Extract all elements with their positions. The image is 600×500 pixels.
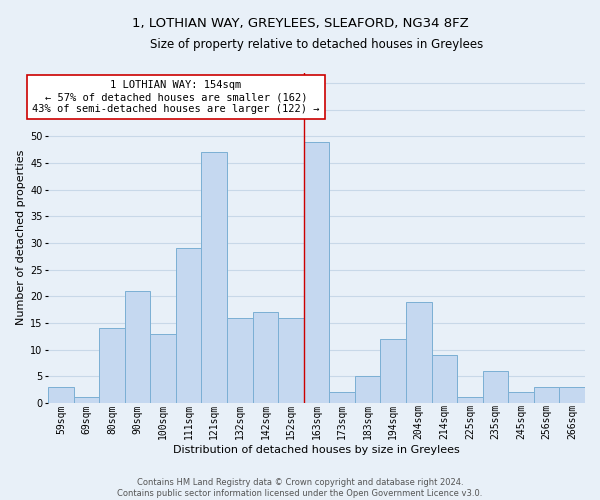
Title: Size of property relative to detached houses in Greylees: Size of property relative to detached ho…	[150, 38, 483, 51]
Bar	[483, 371, 508, 403]
Bar	[151, 334, 176, 403]
X-axis label: Distribution of detached houses by size in Greylees: Distribution of detached houses by size …	[173, 445, 460, 455]
Bar	[227, 318, 253, 403]
Bar	[125, 291, 151, 403]
Bar	[457, 398, 483, 403]
Bar	[380, 339, 406, 403]
Bar	[48, 387, 74, 403]
Bar	[508, 392, 534, 403]
Text: 1, LOTHIAN WAY, GREYLEES, SLEAFORD, NG34 8FZ: 1, LOTHIAN WAY, GREYLEES, SLEAFORD, NG34…	[131, 18, 469, 30]
Bar	[406, 302, 431, 403]
Bar	[355, 376, 380, 403]
Text: 1 LOTHIAN WAY: 154sqm
← 57% of detached houses are smaller (162)
43% of semi-det: 1 LOTHIAN WAY: 154sqm ← 57% of detached …	[32, 80, 320, 114]
Bar	[176, 248, 202, 403]
Y-axis label: Number of detached properties: Number of detached properties	[16, 150, 26, 326]
Bar	[253, 312, 278, 403]
Bar	[559, 387, 585, 403]
Bar	[304, 142, 329, 403]
Bar	[329, 392, 355, 403]
Text: Contains HM Land Registry data © Crown copyright and database right 2024.
Contai: Contains HM Land Registry data © Crown c…	[118, 478, 482, 498]
Bar	[278, 318, 304, 403]
Bar	[99, 328, 125, 403]
Bar	[534, 387, 559, 403]
Bar	[74, 398, 99, 403]
Bar	[431, 355, 457, 403]
Bar	[202, 152, 227, 403]
